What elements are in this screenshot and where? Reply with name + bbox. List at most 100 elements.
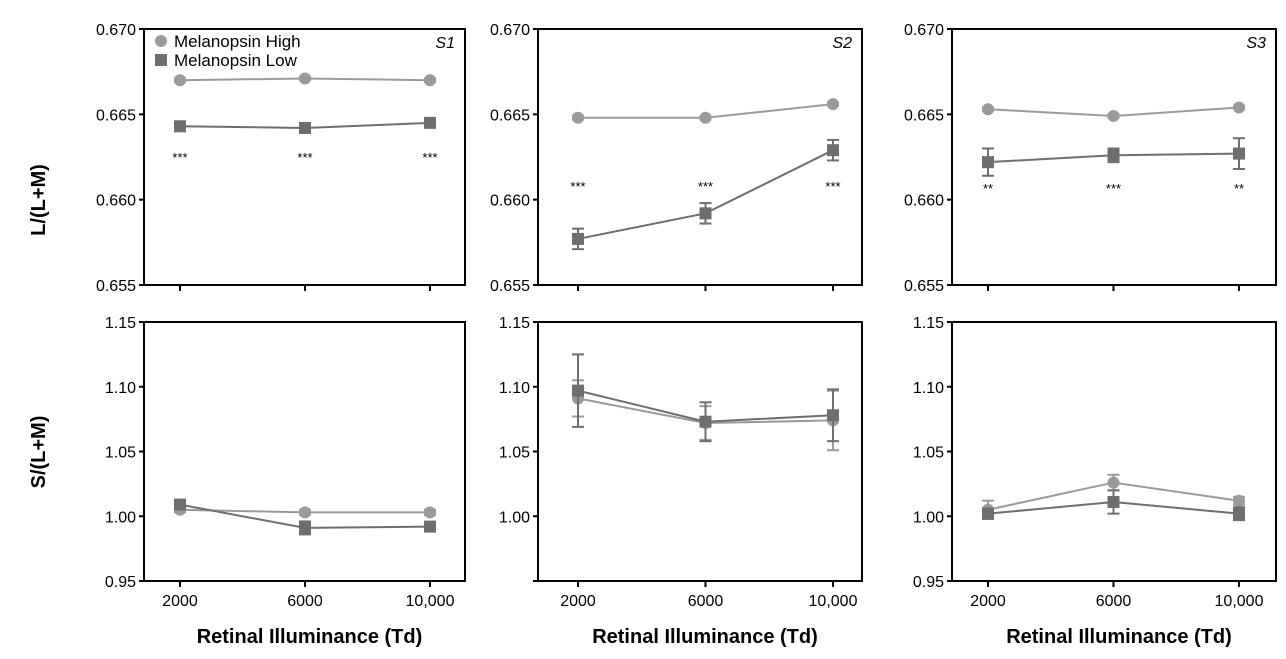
data-point-high bbox=[1233, 101, 1245, 114]
data-point-high bbox=[982, 103, 994, 116]
significance-marker: ** bbox=[983, 181, 993, 196]
data-point-high bbox=[827, 98, 839, 111]
significance-marker: ** bbox=[1234, 181, 1244, 196]
significance-marker: *** bbox=[297, 150, 312, 165]
data-point-high bbox=[1107, 476, 1120, 489]
y-tick-label: 0.95 bbox=[105, 574, 136, 591]
significance-marker: *** bbox=[825, 179, 840, 194]
y-tick-label: 1.05 bbox=[499, 445, 530, 462]
data-point-low bbox=[1233, 147, 1245, 160]
data-point-low bbox=[699, 207, 712, 220]
significance-marker: *** bbox=[698, 179, 713, 194]
y-tick-label: 1.15 bbox=[105, 315, 136, 332]
x-tick-label: 2000 bbox=[970, 593, 1006, 610]
x-axis-title: Retinal Illuminance (Td) bbox=[197, 626, 423, 648]
panel-label: S1 bbox=[435, 35, 455, 52]
chart-panel-4: 0.95 1.00 1.05 1.10 1.15 2000 6000 10,000 Retina… bbox=[105, 315, 466, 648]
x-tick-label: 10,000 bbox=[809, 593, 858, 610]
y-tick-label: 0.660 bbox=[490, 193, 530, 210]
data-point-low bbox=[1107, 149, 1120, 162]
y-tick-label: 1.05 bbox=[913, 445, 944, 462]
x-tick-label: 6000 bbox=[688, 593, 724, 610]
data-point-high bbox=[424, 506, 436, 519]
legend-marker-low bbox=[155, 54, 167, 66]
significance-marker: *** bbox=[1106, 181, 1121, 196]
y-axis-title-bottom: S/(L+M) bbox=[28, 416, 50, 489]
y-tick-label: 0.665 bbox=[490, 107, 530, 124]
legend-label: Melanopsin Low bbox=[174, 51, 298, 70]
data-point-low bbox=[424, 116, 436, 129]
y-tick-label: 0.670 bbox=[490, 22, 530, 39]
panels: 0.655 0.660 0.665 0.670 S1 *** *** *** 0.655 0.66… bbox=[96, 22, 1277, 648]
data-point-low bbox=[827, 409, 839, 422]
legend-label: Melanopsin High bbox=[174, 32, 301, 51]
data-point-low bbox=[424, 520, 436, 533]
y-tick-label: 0.670 bbox=[904, 22, 944, 39]
chart-panel-5: 1.00 1.05 1.10 1.15 2000 6000 10,000 Retinal Il… bbox=[499, 315, 863, 648]
chart-panel-2: 0.655 0.660 0.665 0.670 S2 *** *** *** bbox=[490, 22, 863, 295]
data-point-low bbox=[299, 121, 311, 134]
y-tick-label: 0.660 bbox=[96, 193, 136, 210]
significance-marker: *** bbox=[570, 179, 585, 194]
x-tick-label: 2000 bbox=[162, 593, 198, 610]
y-tick-label: 1.15 bbox=[499, 315, 530, 332]
data-point-low bbox=[299, 521, 311, 534]
data-point-low bbox=[572, 232, 584, 245]
significance-marker: *** bbox=[172, 150, 187, 165]
y-tick-label: 0.660 bbox=[904, 193, 944, 210]
y-tick-label: 1.10 bbox=[913, 380, 944, 397]
series-line-low bbox=[577, 149, 834, 240]
y-tick-label: 1.10 bbox=[499, 380, 530, 397]
y-tick-label: 0.670 bbox=[96, 22, 136, 39]
y-tick-label: 1.00 bbox=[105, 509, 136, 526]
x-axis-title: Retinal Illuminance (Td) bbox=[1006, 626, 1232, 648]
y-tick-label: 1.00 bbox=[499, 509, 530, 526]
data-point-high bbox=[174, 74, 186, 87]
data-point-low bbox=[982, 156, 994, 169]
x-tick-label: 10,000 bbox=[1215, 593, 1264, 610]
data-point-low bbox=[572, 384, 584, 397]
legend-marker-high bbox=[155, 35, 167, 47]
data-point-high bbox=[1233, 494, 1245, 507]
data-point-high bbox=[424, 74, 436, 87]
y-tick-label: 1.00 bbox=[913, 509, 944, 526]
plot-frame bbox=[537, 28, 863, 286]
data-point-low bbox=[174, 498, 186, 511]
y-tick-label: 0.95 bbox=[913, 574, 944, 591]
plot-frame bbox=[951, 321, 1277, 582]
chart-panel-6: 0.95 1.00 1.05 1.10 1.15 2000 6000 10,000 Retina… bbox=[913, 315, 1277, 648]
x-tick-label: 10,000 bbox=[406, 593, 455, 610]
plot-frame bbox=[537, 321, 863, 582]
data-point-low bbox=[1107, 496, 1120, 509]
y-tick-label: 0.655 bbox=[904, 278, 944, 295]
data-point-high bbox=[299, 72, 311, 85]
panel-label: S2 bbox=[832, 35, 852, 52]
y-tick-label: 1.10 bbox=[105, 380, 136, 397]
data-point-high bbox=[1107, 110, 1120, 123]
x-axis-title: Retinal Illuminance (Td) bbox=[592, 626, 818, 648]
data-point-low bbox=[699, 415, 712, 428]
x-tick-label: 6000 bbox=[1096, 593, 1132, 610]
data-point-low bbox=[1233, 507, 1245, 520]
data-point-high bbox=[699, 111, 712, 124]
data-point-high bbox=[299, 506, 311, 519]
y-tick-label: 1.15 bbox=[913, 315, 944, 332]
data-point-low bbox=[827, 144, 839, 157]
data-point-low bbox=[982, 507, 994, 520]
y-tick-label: 0.665 bbox=[904, 107, 944, 124]
y-tick-label: 0.665 bbox=[96, 107, 136, 124]
x-tick-label: 6000 bbox=[287, 593, 323, 610]
significance-marker: *** bbox=[422, 150, 437, 165]
chart-panel-1: 0.655 0.660 0.665 0.670 S1 *** *** *** bbox=[96, 22, 466, 295]
panel-label: S3 bbox=[1246, 35, 1266, 52]
x-tick-label: 2000 bbox=[560, 593, 596, 610]
y-axis-title-top: L/(L+M) bbox=[28, 164, 50, 236]
data-point-high bbox=[572, 111, 584, 124]
y-tick-label: 1.05 bbox=[105, 445, 136, 462]
y-tick-label: 0.655 bbox=[490, 278, 530, 295]
plot-frame bbox=[143, 321, 466, 582]
y-tick-label: 0.655 bbox=[96, 278, 136, 295]
